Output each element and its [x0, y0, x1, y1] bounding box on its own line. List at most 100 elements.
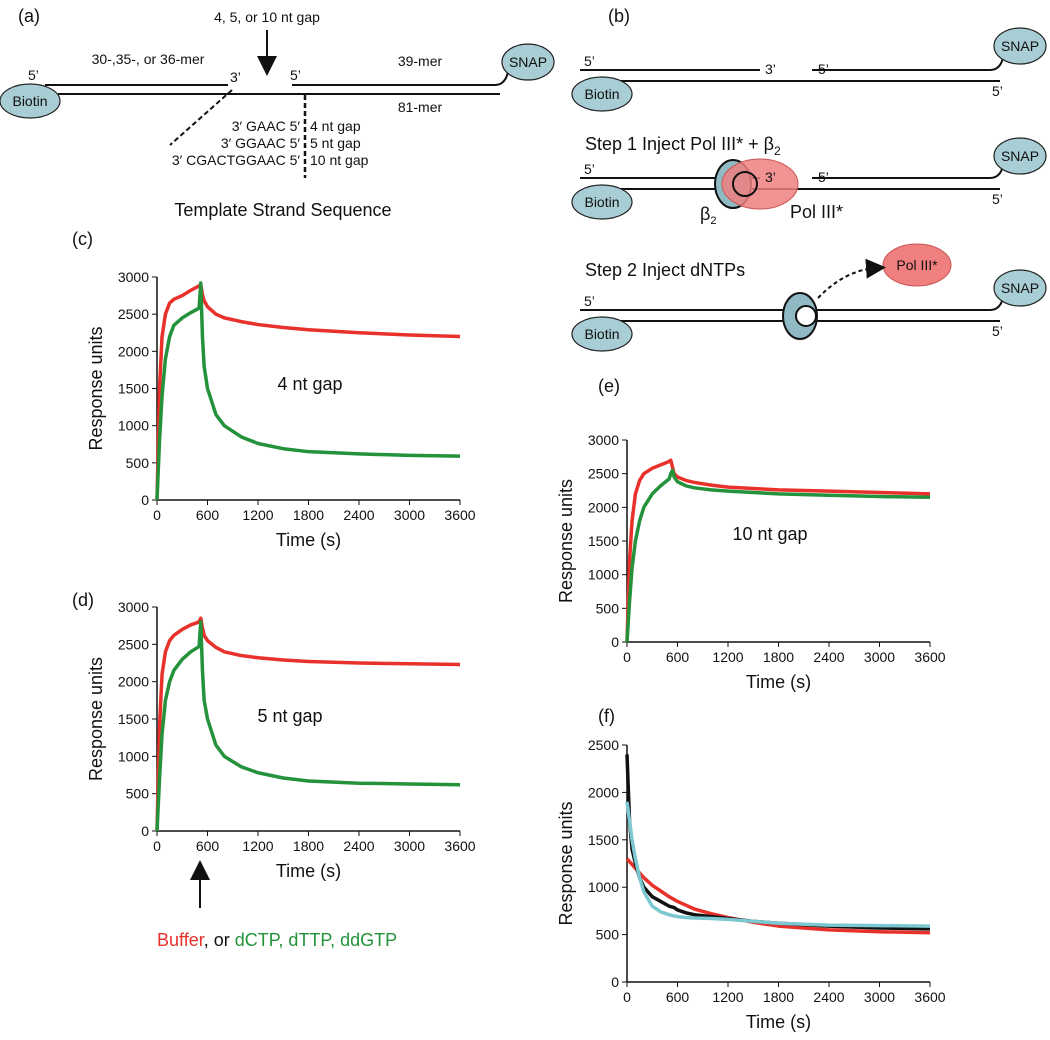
y-axis-label: Response units — [556, 479, 576, 603]
data-line — [625, 458, 931, 643]
arrow-caption: Buffer, or dCTP, dTTP, ddGTP — [157, 930, 397, 950]
x-tick-label: 0 — [623, 989, 631, 1005]
dashed-line — [169, 89, 233, 146]
beta-label: β2 — [700, 204, 716, 227]
y-axis-label: Response units — [86, 657, 106, 781]
y-tick-label: 0 — [611, 974, 619, 990]
data-line — [625, 754, 931, 931]
x-tick-label: 0 — [153, 838, 161, 854]
y-tick-label: 1500 — [118, 711, 149, 727]
y-tick-label: 2000 — [118, 343, 149, 359]
biotin-bead — [571, 316, 633, 352]
y-tick-label: 1500 — [588, 832, 619, 848]
bead-label: Biotin — [12, 93, 47, 109]
gap-label: 4, 5, or 10 nt gap — [214, 9, 320, 25]
data-line — [155, 282, 461, 501]
y-axis-label: Response units — [556, 801, 576, 925]
beta: β — [700, 204, 710, 224]
y-tick-label: 500 — [126, 786, 150, 802]
buffer: Buffer — [157, 930, 205, 950]
bead-label: SNAP — [1001, 38, 1039, 54]
y-tick-label: 0 — [611, 634, 619, 650]
pol-iii — [721, 158, 799, 210]
or: , or — [204, 930, 235, 950]
ring — [732, 171, 758, 197]
x-tick-label: 1200 — [242, 507, 273, 523]
x-tick-label: 600 — [666, 649, 690, 665]
x-tick-label: 1200 — [242, 838, 273, 854]
x-axis-label: Time (s) — [746, 672, 811, 692]
x-tick-label: 1200 — [712, 649, 743, 665]
sequence-gap: 4 nt gap — [310, 118, 361, 134]
panel-label: (a) — [18, 6, 40, 26]
x-tick-label: 3000 — [394, 507, 425, 523]
end-label: 5’ — [28, 67, 39, 83]
y-tick-label: 1000 — [118, 748, 149, 764]
caption: Template Strand Sequence — [174, 200, 391, 220]
strand — [45, 71, 509, 86]
biotin-bead — [571, 76, 633, 112]
x-tick-label: 2400 — [343, 838, 374, 854]
end-label: 3’ — [765, 169, 776, 185]
panel-label: (e) — [598, 376, 620, 396]
end-label: 5’ — [584, 53, 595, 69]
y-axis-label: Response units — [86, 326, 106, 450]
step-label: Step 1 Inject Pol III* + β2 — [585, 134, 781, 158]
end-label: 5’ — [818, 61, 829, 77]
y-tick-label: 1000 — [118, 418, 149, 434]
end-label: 5’ — [818, 169, 829, 185]
data-line — [625, 801, 931, 928]
end-label: 5’ — [584, 161, 595, 177]
end-label: 5’ — [992, 83, 1003, 99]
x-tick-label: 0 — [623, 649, 631, 665]
subscript: 2 — [710, 215, 716, 227]
snap-bead — [993, 27, 1047, 65]
sequence-gap: 10 nt gap — [310, 152, 369, 168]
x-tick-label: 600 — [666, 989, 690, 1005]
snap-bead — [993, 269, 1047, 307]
y-tick-label: 1000 — [588, 567, 619, 583]
bead-label: SNAP — [1001, 148, 1039, 164]
panel-label: (c) — [72, 229, 93, 249]
step-text: Step 1 Inject Pol III* + β — [585, 134, 774, 154]
step-label: Step 2 Inject dNTPs — [585, 260, 745, 280]
x-tick-label: 3600 — [914, 989, 945, 1005]
y-tick-label: 1500 — [118, 381, 149, 397]
end-label: 5’ — [992, 191, 1003, 207]
pol-label: Pol III* — [790, 202, 843, 222]
y-tick-label: 3000 — [118, 269, 149, 285]
x-tick-label: 0 — [153, 507, 161, 523]
panel-label: (d) — [72, 590, 94, 610]
x-tick-label: 3000 — [864, 989, 895, 1005]
sequence: 3′ GGAAC 5′ — [221, 135, 301, 151]
annotation: 5 nt gap — [257, 706, 322, 726]
y-tick-label: 2500 — [588, 737, 619, 753]
snap-bead — [501, 43, 555, 81]
bead-label: SNAP — [1001, 280, 1039, 296]
x-axis-label: Time (s) — [746, 1012, 811, 1032]
data-line — [155, 281, 461, 501]
dntps: dCTP, dTTP, ddGTP — [235, 930, 397, 950]
x-tick-label: 1800 — [763, 649, 794, 665]
end-label: 5’ — [584, 293, 595, 309]
y-tick-label: 2500 — [118, 636, 149, 652]
data-line — [155, 616, 461, 832]
data-line — [155, 620, 461, 832]
panel-label: (f) — [598, 706, 615, 726]
pol-label: Pol III* — [896, 257, 938, 273]
y-tick-label: 500 — [596, 600, 620, 616]
x-tick-label: 3000 — [394, 838, 425, 854]
x-tick-label: 1800 — [293, 838, 324, 854]
snap-bead — [993, 137, 1047, 175]
subscript: 2 — [774, 144, 781, 158]
y-tick-label: 500 — [126, 455, 150, 471]
x-tick-label: 2400 — [343, 507, 374, 523]
end-label: 3’ — [230, 69, 241, 85]
end-label: 3’ — [765, 61, 776, 77]
bead-label: SNAP — [509, 54, 547, 70]
x-tick-label: 3600 — [444, 507, 475, 523]
x-axis-label: Time (s) — [276, 530, 341, 550]
arrow — [817, 258, 886, 299]
y-tick-label: 2000 — [588, 499, 619, 515]
